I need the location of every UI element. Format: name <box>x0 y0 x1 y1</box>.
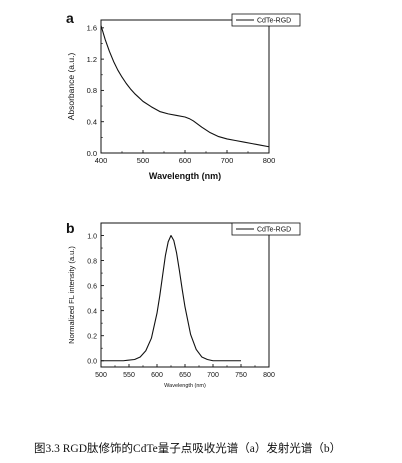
panel-a-x-tick-label: 800 <box>263 156 276 165</box>
panel-a-y-tick-label: 1.2 <box>87 55 97 64</box>
panel-a-x-axis-label: Wavelength (nm) <box>149 171 221 181</box>
panel-a-y-axis-label: Absorbance (a.u.) <box>66 53 76 121</box>
panel-a-x-tick-label: 400 <box>95 156 108 165</box>
panel-a-plot-frame <box>100 19 270 154</box>
panel-a-y-tick-label: 1.6 <box>87 24 97 33</box>
panel-a-y-tick-label: 0.0 <box>87 149 97 158</box>
panel-a-x-tick-label: 700 <box>221 156 234 165</box>
panel-b-label: b <box>66 220 75 236</box>
figure-caption: 图3.3 RGD肽修饰的CdTe量子点吸收光谱（a）发射光谱（b） <box>34 443 342 455</box>
panel-a-legend-box <box>231 13 301 27</box>
panel-a-y-tick-label: 0.8 <box>87 86 97 95</box>
panel-a-label: a <box>66 10 74 26</box>
panel-a-series-line <box>100 25 270 148</box>
panel-a-y-tick-label: 0.4 <box>87 118 97 127</box>
panel-a-x-tick-label: 600 <box>179 156 192 165</box>
panel-a-legend-label: CdTe-RGD <box>257 18 291 25</box>
panel-a-x-tick-label: 500 <box>137 156 150 165</box>
